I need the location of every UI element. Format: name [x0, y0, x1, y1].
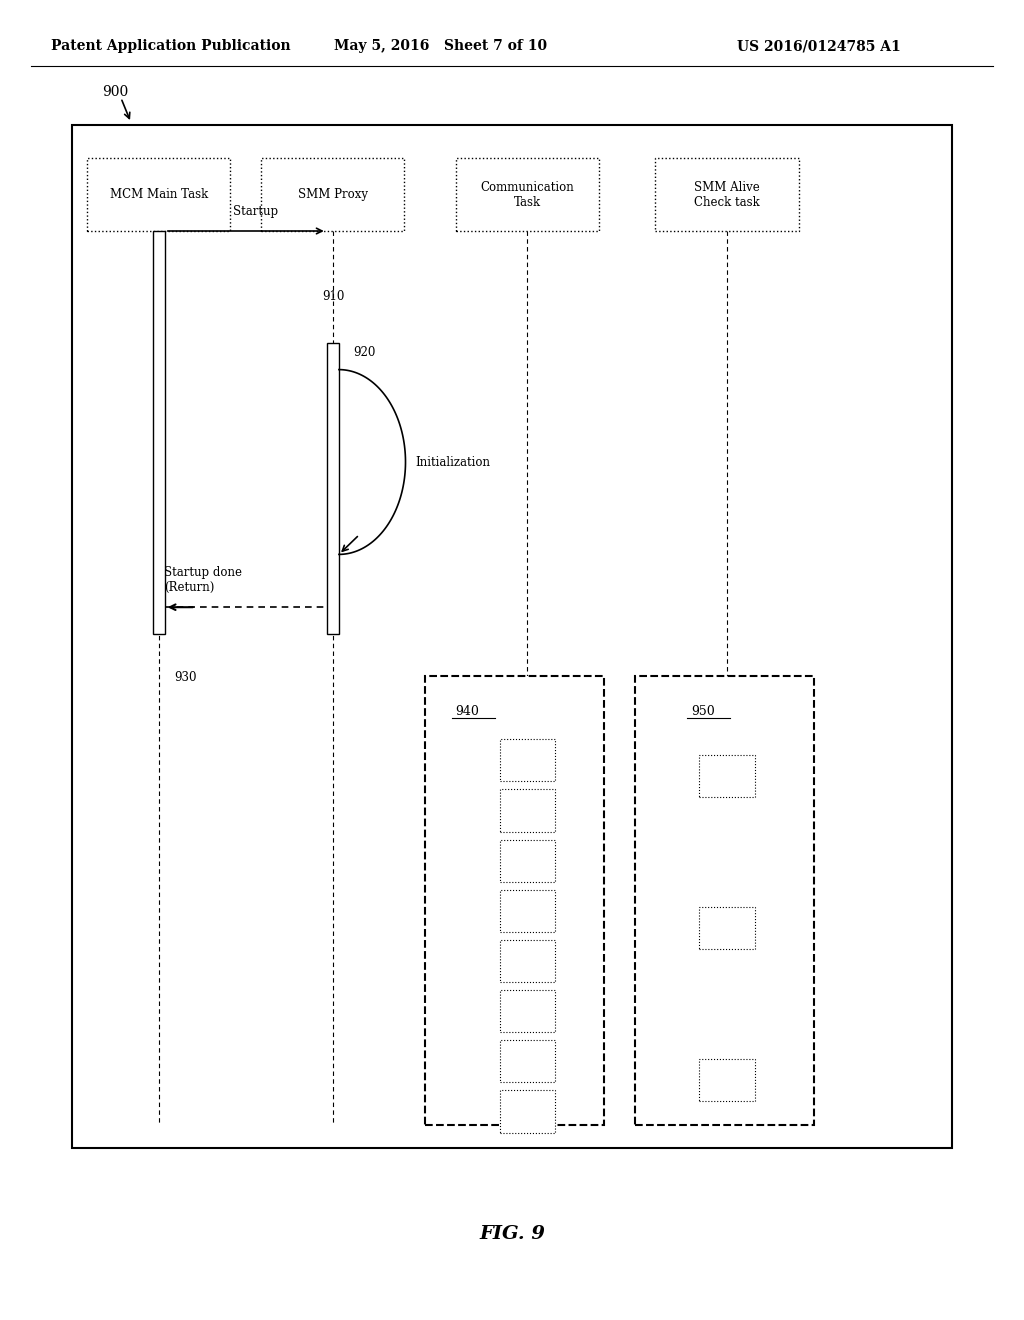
Text: SMM Proxy: SMM Proxy — [298, 189, 368, 201]
Text: 930: 930 — [174, 671, 197, 684]
FancyBboxPatch shape — [87, 158, 230, 231]
Text: May 5, 2016   Sheet 7 of 10: May 5, 2016 Sheet 7 of 10 — [334, 40, 547, 53]
FancyBboxPatch shape — [500, 890, 555, 932]
Text: MCM Main Task: MCM Main Task — [110, 189, 208, 201]
FancyBboxPatch shape — [153, 231, 165, 634]
Text: 940: 940 — [456, 705, 479, 718]
FancyBboxPatch shape — [261, 158, 404, 231]
Text: FIG. 9: FIG. 9 — [479, 1225, 545, 1243]
Text: SMM Alive
Check task: SMM Alive Check task — [694, 181, 760, 209]
FancyBboxPatch shape — [500, 1090, 555, 1133]
Text: 900: 900 — [102, 86, 129, 99]
Text: 920: 920 — [353, 346, 376, 359]
FancyBboxPatch shape — [500, 840, 555, 882]
FancyBboxPatch shape — [500, 940, 555, 982]
Text: US 2016/0124785 A1: US 2016/0124785 A1 — [737, 40, 901, 53]
Text: Initialization: Initialization — [416, 455, 490, 469]
Text: Patent Application Publication: Patent Application Publication — [51, 40, 291, 53]
FancyBboxPatch shape — [500, 1040, 555, 1082]
FancyBboxPatch shape — [72, 125, 952, 1148]
FancyBboxPatch shape — [635, 676, 814, 1125]
Text: 950: 950 — [691, 705, 715, 718]
FancyBboxPatch shape — [655, 158, 799, 231]
FancyBboxPatch shape — [500, 990, 555, 1032]
Text: Communication
Task: Communication Task — [480, 181, 574, 209]
FancyBboxPatch shape — [456, 158, 599, 231]
FancyBboxPatch shape — [327, 343, 339, 634]
Text: Startup done
(Return): Startup done (Return) — [164, 566, 242, 594]
FancyBboxPatch shape — [500, 739, 555, 781]
FancyBboxPatch shape — [699, 907, 755, 949]
Text: 910: 910 — [323, 290, 345, 304]
Text: Startup: Startup — [233, 205, 279, 218]
FancyBboxPatch shape — [699, 1059, 755, 1101]
FancyBboxPatch shape — [425, 676, 604, 1125]
FancyBboxPatch shape — [500, 789, 555, 832]
FancyBboxPatch shape — [699, 755, 755, 797]
